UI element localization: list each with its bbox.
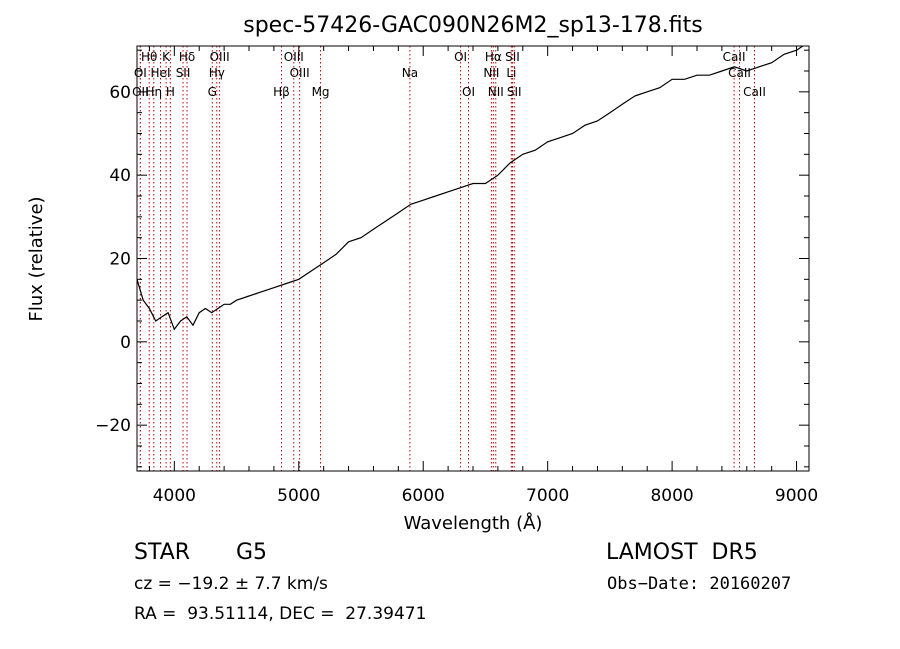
redshift-value: cz = −19.2 ± 7.7 km/s xyxy=(134,574,328,594)
line-label: OI xyxy=(134,66,147,80)
line-label: Mg xyxy=(312,85,330,99)
chart-title: spec-57426-GAC090N26M2_sp13-178.fits xyxy=(243,13,703,38)
line-label: Hα xyxy=(485,50,502,64)
x-tick-label: 7000 xyxy=(526,486,569,506)
line-label: CaII xyxy=(743,85,766,99)
spectrum-line xyxy=(136,45,804,331)
line-label: NII xyxy=(488,85,504,99)
x-axis-label: Wavelength (Å) xyxy=(404,512,543,534)
y-axis-label: Flux (relative) xyxy=(26,196,47,321)
y-tick-label: 60 xyxy=(109,83,131,103)
x-tick-label: 6000 xyxy=(402,486,445,506)
line-label: SII xyxy=(176,66,191,80)
obs-date: Obs−Date: 20160207 xyxy=(607,574,792,594)
line-markers xyxy=(139,46,755,471)
line-label: OI xyxy=(454,50,467,64)
plot-frame xyxy=(136,45,810,472)
x-tick-label: 5000 xyxy=(277,486,320,506)
x-axis: 4000 5000 6000 7000 8000 9000 xyxy=(148,46,818,506)
y-tick-label: 20 xyxy=(109,250,131,270)
line-label: NII xyxy=(483,66,499,80)
x-tick-label: 4000 xyxy=(153,486,196,506)
line-label: Hβ xyxy=(273,85,290,99)
x-tick-label: 9000 xyxy=(775,486,818,506)
line-label: CaII xyxy=(728,66,751,80)
line-label: H xyxy=(166,85,175,99)
line-label: OII xyxy=(132,85,149,99)
line-label: OIII xyxy=(290,66,310,80)
line-label: Hδ xyxy=(179,50,195,64)
y-tick-label: −20 xyxy=(95,416,131,436)
line-label: OIII xyxy=(284,50,304,64)
line-label: Hγ xyxy=(209,66,225,80)
y-axis: −20 0 20 40 60 xyxy=(95,49,809,468)
line-label: Hθ xyxy=(141,50,157,64)
survey-name: LAMOST DR5 xyxy=(606,540,758,565)
spectrum-series xyxy=(136,45,804,331)
line-label: CaII xyxy=(723,50,746,64)
line-label: HeI xyxy=(151,66,171,80)
line-label: Li xyxy=(506,66,516,80)
line-label: K xyxy=(162,50,171,64)
line-label: G xyxy=(208,85,217,99)
line-label: Na xyxy=(402,66,418,80)
line-label: SII xyxy=(505,50,520,64)
line-label: Hη xyxy=(145,85,162,99)
line-label: SII xyxy=(507,85,522,99)
x-tick-label: 8000 xyxy=(650,486,693,506)
y-tick-label: 40 xyxy=(109,166,131,186)
object-subclass: G5 xyxy=(236,540,268,565)
object-class: STAR xyxy=(134,540,191,565)
line-label: OI xyxy=(462,85,475,99)
line-label: OIII xyxy=(210,50,230,64)
coordinates: RA = 93.51114, DEC = 27.39471 xyxy=(134,604,427,624)
y-tick-label: 0 xyxy=(120,333,131,353)
